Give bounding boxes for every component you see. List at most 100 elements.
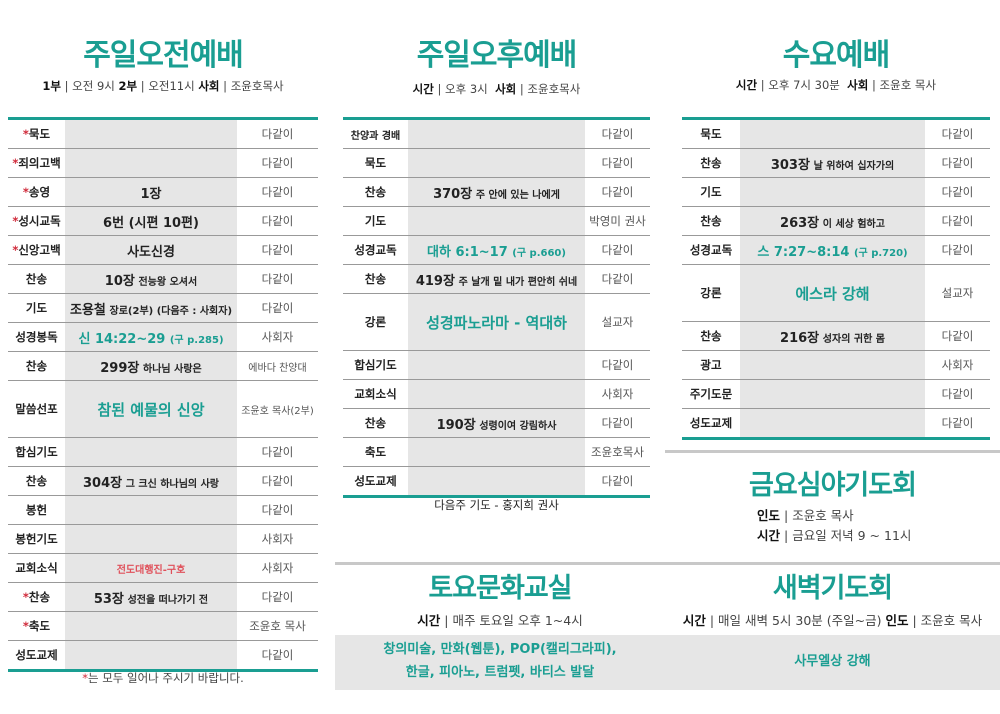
row-content: 에스라 강해 — [740, 283, 925, 304]
info-key: 시간 — [757, 528, 781, 543]
row-label: *묵도 — [8, 126, 65, 142]
row-label: 찬송 — [682, 155, 740, 171]
table-row: 봉헌기도 사회자 — [8, 525, 318, 554]
row-label: 봉헌기도 — [8, 531, 65, 547]
row-performer: 박영미 권사 — [589, 214, 646, 228]
hymn-title: 성자의 귀한 몸 — [822, 333, 885, 345]
table-row: 강론 에스라 강해 설교자 — [682, 265, 990, 322]
hymn-number: 419장 — [415, 273, 455, 289]
morning-title: 주일오전예배 — [83, 38, 244, 73]
row-content: 스 7:27~8:14 (구 p.720) — [740, 241, 925, 260]
info-value: 매일 새벽 5시 30분 (주일~금) — [718, 613, 882, 628]
table-row: 찬송 263장 이 세상 험하고 다같이 — [682, 207, 990, 236]
row-label-text: 축도 — [28, 619, 51, 633]
hymn-title: 성전을 떠나가기 전 — [127, 594, 209, 606]
row-label-text: 주기도문 — [689, 387, 733, 401]
info-value: 조윤호 목사 — [920, 613, 983, 628]
row-performer: 다같이 — [941, 329, 974, 343]
scripture-text: 대하 6:1~17 — [427, 244, 508, 260]
row-label: 합심기도 — [8, 444, 65, 460]
row-label-text: 묵도 — [28, 127, 51, 141]
hymn-number: 1장 — [140, 186, 162, 202]
star-mark: * — [22, 590, 29, 604]
table-row: 묵도 다같이 — [682, 120, 990, 149]
info-value: 매주 토요일 오후 1~4시 — [452, 613, 583, 628]
star-mark: * — [12, 214, 19, 228]
table-row: 기도 조용철 장로(2부) (다음주 : 사회자) 다같이 — [8, 294, 318, 323]
shaded-column — [65, 120, 237, 669]
star-mark: * — [22, 185, 29, 199]
table-row: 주기도문 다같이 — [682, 380, 990, 409]
row-content: 299장 하나님 사랑은 — [65, 357, 237, 376]
row-label: 묵도 — [343, 155, 408, 171]
row-performer: 다같이 — [601, 474, 634, 488]
scripture-page: (구 p.720) — [853, 247, 908, 259]
row-label-text: 죄의고백 — [18, 156, 61, 170]
row-label: 찬양과 경배 — [343, 127, 408, 142]
row-label: *축도 — [8, 618, 65, 634]
row-label-text: 찬송 — [700, 214, 722, 228]
star-mark: * — [22, 127, 29, 141]
star-mark: * — [22, 619, 29, 633]
row-content: 1장 — [65, 183, 237, 202]
class-list-line: 창의미술, 만화(웹툰), POP(캘리그라피), — [383, 642, 617, 657]
row-performer: 다같이 — [941, 156, 974, 170]
table-row: 기도 박영미 권사 — [343, 207, 650, 236]
row-performer: 다같이 — [941, 387, 974, 401]
table-row: 광고 사회자 — [682, 351, 990, 380]
star-mark: * — [12, 156, 19, 170]
row-label: 찬송 — [343, 271, 408, 287]
hymn-number: 304장 — [82, 475, 123, 491]
sermon-title: 참된 예물의 신앙 — [97, 400, 205, 419]
hymn-number: 299장 — [100, 360, 140, 376]
table-row: 찬송 190장 성령이여 강림하사 다같이 — [343, 409, 650, 438]
row-label-text: 기도 — [364, 214, 387, 228]
divider — [665, 450, 1000, 453]
info-key: 인도 — [757, 508, 781, 523]
info-key: 인도 — [885, 613, 909, 628]
table-row: 성경교독 대하 6:1~17 (구 p.660) 다같이 — [343, 236, 650, 265]
row-label: 성도교제 — [8, 647, 65, 663]
next-week-prayer: 다음주 기도 - 홍지희 권사 — [434, 498, 559, 512]
morning-order-table: *묵도 다같이 *죄의고백 다같이 *송영 1장 다같이 *성시교독 6번 (시편 10편) 다같… — [8, 117, 318, 672]
table-row: 교회소식 전도대행진-구호 사회자 — [8, 554, 318, 583]
row-label-text: 합심기도 — [354, 358, 397, 372]
dawn-title: 새벽기도회 — [772, 573, 893, 604]
info-key: 사회 — [847, 78, 869, 92]
table-row: 합심기도 다같이 — [343, 351, 650, 380]
hymn-number: 10장 — [104, 273, 135, 289]
row-performer: 다같이 — [261, 474, 294, 488]
row-label-text: 성도교제 — [354, 474, 397, 488]
table-row: 성도교제 다같이 — [682, 409, 990, 437]
info-key: 사회 — [198, 79, 220, 93]
row-performer: 다같이 — [261, 445, 294, 459]
row-label: 강론 — [343, 314, 408, 330]
row-performer: 다같이 — [941, 243, 974, 257]
row-performer: 다같이 — [261, 185, 294, 199]
row-performer: 다같이 — [941, 214, 974, 228]
scripture-page: (구 p.660) — [512, 247, 566, 259]
row-label-text: 강론 — [700, 286, 722, 300]
hymn-number: 조용철 — [69, 302, 106, 318]
row-performer: 다같이 — [261, 503, 294, 517]
table-row: 합심기도 다같이 — [8, 438, 318, 467]
row-label: 찬송 — [343, 184, 408, 200]
row-content: 사도신경 — [65, 241, 237, 260]
row-label-text: 성도교제 — [15, 648, 58, 662]
row-label-text: 찬송 — [364, 272, 387, 286]
row-performer: 다같이 — [261, 590, 294, 604]
row-content: 신 14:22~29 (구 p.285) — [65, 328, 237, 347]
row-content: 419장 주 날개 밑 내가 편안히 쉬네 — [408, 270, 585, 289]
info-key: 시간 — [417, 613, 441, 628]
table-row: 성도교제 다같이 — [8, 641, 318, 669]
hymn-title: 그 크신 하나님의 사랑 — [125, 478, 219, 490]
table-row: 기도 다같이 — [682, 178, 990, 207]
row-label-text: 찬송 — [700, 329, 722, 343]
row-content: 303장 날 위하여 십자가의 — [740, 154, 925, 173]
row-label-text: 찬송 — [25, 272, 48, 286]
row-label-text: 말씀선포 — [15, 402, 58, 416]
row-label-text: 봉헌 — [25, 503, 48, 517]
info-value: 조윤호 목사 — [879, 78, 937, 92]
row-label: 묵도 — [682, 126, 740, 142]
row-label: 찬송 — [8, 271, 65, 287]
